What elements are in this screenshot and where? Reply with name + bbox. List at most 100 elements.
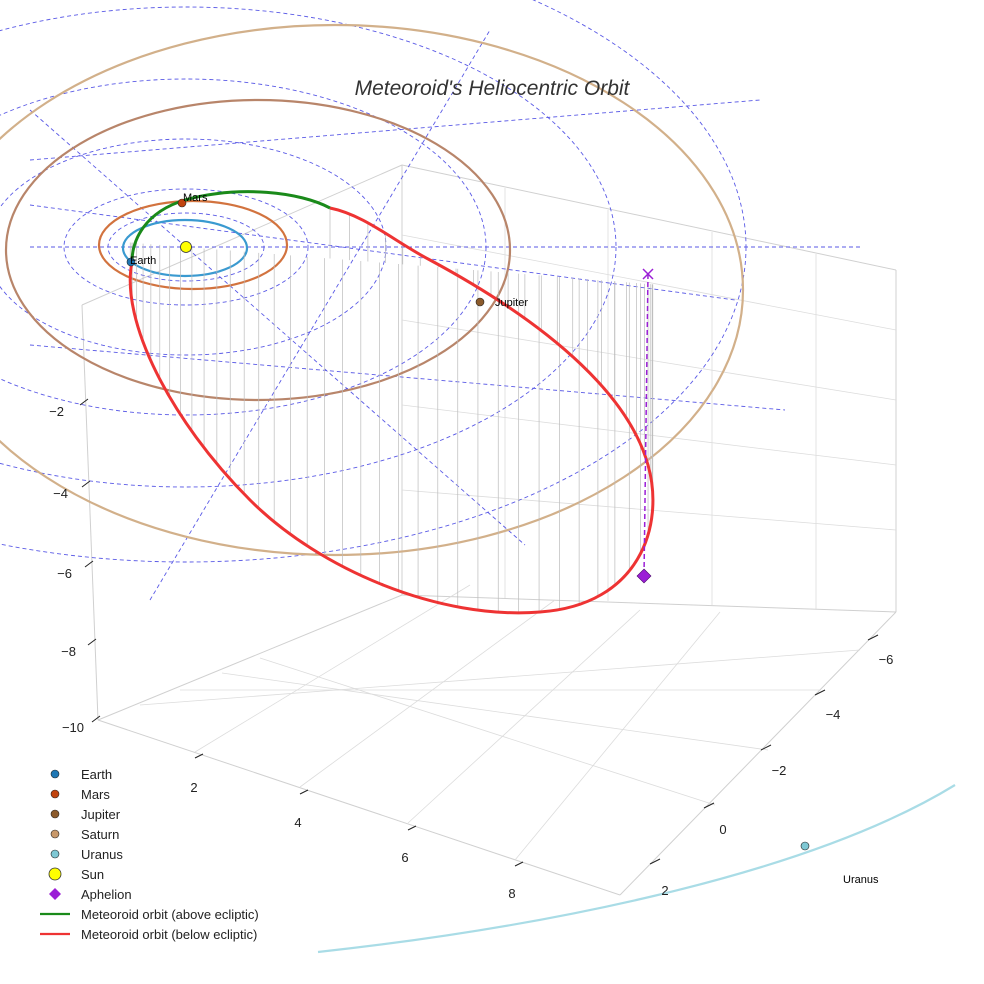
- projection-lines: [129, 208, 654, 613]
- grid-line: [401, 489, 897, 531]
- box-edge: [401, 164, 897, 271]
- aphelion-cross-stroke: [642, 268, 654, 280]
- x-axis: [194, 753, 524, 867]
- earth-orbit: [121, 218, 249, 278]
- jupiter-marker: [475, 297, 485, 307]
- y-tick-label: −4: [826, 707, 841, 722]
- z-tick-label: −10: [62, 720, 84, 735]
- x-tick: [194, 753, 204, 759]
- y-tick: [760, 744, 772, 751]
- jupiter-orbit: [4, 98, 512, 402]
- legend-label: Meteoroid orbit (below ecliptic): [81, 927, 257, 942]
- box-edge: [97, 594, 403, 721]
- chart-title: Meteoroid's Heliocentric Orbit: [355, 77, 631, 100]
- x-tick-label: 8: [508, 886, 515, 901]
- ecliptic-grid-spoke: [149, 29, 491, 601]
- y-tick-label: 0: [719, 822, 726, 837]
- aphelion-projection-marker: [642, 268, 654, 280]
- ecliptic-grid-ring: [63, 188, 309, 306]
- legend-item: Earth: [50, 767, 112, 782]
- legend-label: Mars: [81, 787, 110, 802]
- legend: Earth Mars Jupiter Saturn Uranus Sun Aphelion M…: [40, 767, 259, 942]
- grid-line: [401, 404, 897, 466]
- z-tick-label: −6: [57, 566, 72, 581]
- legend-marker: [50, 789, 60, 799]
- grid-line: [514, 611, 721, 861]
- legend-item: Meteoroid orbit (below ecliptic): [40, 927, 257, 942]
- legend-item: Aphelion: [49, 887, 132, 902]
- mars-orbit: [97, 199, 289, 291]
- z-tick: [87, 638, 97, 646]
- grid-line: [407, 609, 641, 824]
- legend-marker: [50, 849, 60, 859]
- grid-line: [401, 319, 897, 401]
- legend-label: Jupiter: [81, 807, 121, 822]
- meteoroid-orbit-above: [130, 190, 331, 263]
- legend-marker: [50, 769, 60, 779]
- legend-label: Uranus: [81, 847, 123, 862]
- legend-item: Jupiter: [50, 807, 121, 822]
- ecliptic-grid-spoke: [29, 109, 526, 546]
- y-tick-label: −6: [879, 652, 894, 667]
- ecliptic-grid-spoke: [29, 99, 761, 161]
- mars-marker: [177, 198, 187, 208]
- uranus-marker: [800, 841, 810, 851]
- earth-marker: [126, 257, 136, 267]
- uranus-label: Uranus: [843, 874, 879, 886]
- floor-grid: [139, 188, 897, 861]
- legend-item: Meteoroid orbit (above ecliptic): [40, 907, 259, 922]
- box-edge: [401, 594, 897, 613]
- x-tick: [514, 861, 524, 867]
- legend-label: Earth: [81, 767, 112, 782]
- ecliptic-grid-spoke: [29, 344, 786, 411]
- legend-label: Saturn: [81, 827, 119, 842]
- uranus-orbit: [317, 784, 956, 954]
- x-tick: [407, 825, 417, 831]
- y-tick: [649, 858, 661, 865]
- saturn-orbit: [0, 23, 744, 557]
- box-edge: [619, 611, 897, 896]
- legend-label: Meteoroid orbit (above ecliptic): [81, 907, 259, 922]
- legend-marker: [49, 888, 61, 900]
- legend-item: Sun: [48, 867, 104, 882]
- y-tick-label: −2: [772, 763, 787, 778]
- y-axis: [649, 634, 879, 865]
- aphelion-marker: [636, 568, 652, 584]
- planet-orbits: [0, 23, 956, 954]
- ecliptic-grid: [0, 0, 860, 601]
- grid-line: [221, 672, 769, 751]
- grid-line: [139, 649, 861, 706]
- legend-marker: [50, 809, 60, 819]
- y-tick: [703, 802, 715, 809]
- grid-line: [194, 584, 471, 753]
- x-tick: [299, 789, 309, 795]
- y-tick-label: 2: [661, 883, 668, 898]
- ecliptic-grid-ring: [0, 6, 617, 488]
- box-edge: [97, 719, 621, 896]
- z-tick: [79, 398, 89, 406]
- y-tick: [814, 689, 826, 696]
- legend-marker: [48, 867, 62, 881]
- legend-label: Aphelion: [81, 887, 132, 902]
- legend-label: Sun: [81, 867, 104, 882]
- box-edge: [81, 304, 99, 721]
- x-tick-label: 4: [294, 815, 301, 830]
- jupiter-label: Jupiter: [495, 297, 528, 309]
- ecliptic-grid-ring: [0, 138, 387, 356]
- mars-label: Mars: [183, 192, 208, 204]
- legend-item: Uranus: [50, 847, 123, 862]
- z-axis: [79, 398, 101, 723]
- y-tick: [867, 634, 879, 641]
- grid-line: [401, 234, 897, 331]
- z-tick-label: −2: [49, 404, 64, 419]
- meteoroid-orbit: [128, 190, 655, 615]
- grid-line: [299, 599, 556, 788]
- legend-item: Saturn: [50, 827, 119, 842]
- z-tick-label: −4: [53, 486, 68, 501]
- z-tick-label: −8: [61, 644, 76, 659]
- aphelion-projection-line: [643, 273, 649, 577]
- legend-item: Mars: [50, 787, 110, 802]
- earth-label: Earth: [130, 255, 156, 267]
- sun-marker: [180, 241, 192, 253]
